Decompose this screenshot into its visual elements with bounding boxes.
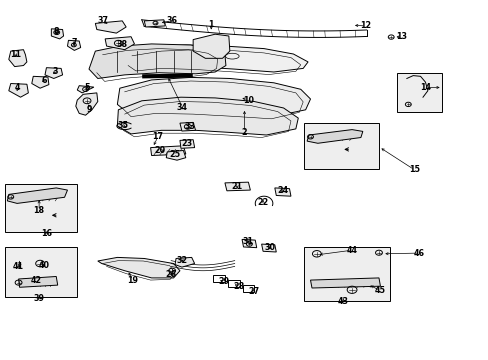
Bar (304, 123, 378, 169)
Polygon shape (7, 188, 67, 203)
Polygon shape (76, 93, 98, 115)
Text: 35: 35 (118, 122, 128, 130)
Polygon shape (89, 44, 225, 78)
Text: 42: 42 (31, 276, 42, 284)
Text: 2: 2 (241, 128, 247, 137)
Text: 26: 26 (165, 270, 176, 279)
Polygon shape (19, 276, 58, 287)
Polygon shape (77, 86, 94, 93)
Polygon shape (51, 29, 63, 39)
Text: 5: 5 (84, 83, 90, 92)
Text: 24: 24 (277, 186, 287, 195)
Text: 28: 28 (232, 282, 244, 291)
Text: 45: 45 (374, 286, 385, 295)
Text: 14: 14 (419, 83, 430, 92)
Text: 41: 41 (13, 262, 24, 271)
Text: 43: 43 (337, 297, 348, 306)
Text: 29: 29 (218, 277, 229, 287)
Text: 1: 1 (208, 20, 214, 29)
Text: 4: 4 (14, 83, 20, 92)
Text: 19: 19 (127, 276, 138, 284)
Text: 12: 12 (360, 21, 370, 30)
Polygon shape (224, 182, 250, 191)
Polygon shape (150, 146, 185, 156)
Bar (213, 275, 224, 282)
Polygon shape (261, 244, 276, 252)
Text: 11: 11 (10, 50, 21, 59)
Text: 21: 21 (231, 182, 242, 191)
Text: 17: 17 (152, 132, 163, 141)
Text: 32: 32 (177, 256, 187, 265)
Text: 30: 30 (264, 243, 275, 252)
Text: 25: 25 (169, 150, 180, 159)
Polygon shape (310, 278, 380, 288)
Text: 33: 33 (184, 122, 195, 131)
Text: 6: 6 (41, 76, 47, 85)
Polygon shape (117, 97, 298, 135)
Polygon shape (121, 45, 307, 72)
Polygon shape (117, 77, 310, 116)
Polygon shape (144, 20, 165, 27)
Text: 18: 18 (34, 206, 44, 215)
Polygon shape (105, 37, 134, 50)
Polygon shape (67, 40, 81, 50)
Polygon shape (274, 188, 290, 196)
Text: 31: 31 (243, 237, 253, 246)
Text: 10: 10 (243, 95, 253, 104)
Text: 38: 38 (117, 40, 127, 49)
Text: 44: 44 (346, 246, 357, 255)
Text: 15: 15 (408, 165, 419, 174)
Bar (242, 285, 254, 292)
Polygon shape (166, 150, 185, 160)
Polygon shape (9, 50, 27, 67)
Text: 20: 20 (155, 146, 165, 155)
Text: 9: 9 (86, 104, 92, 114)
Bar (227, 280, 239, 287)
Text: 13: 13 (396, 32, 407, 41)
Bar (5, 184, 77, 232)
Bar (304, 247, 389, 301)
Polygon shape (175, 257, 194, 267)
Polygon shape (242, 239, 256, 248)
Polygon shape (45, 68, 62, 78)
Polygon shape (98, 257, 180, 278)
Text: 3: 3 (52, 68, 58, 77)
Text: 22: 22 (257, 198, 268, 207)
Polygon shape (180, 140, 194, 148)
Polygon shape (9, 84, 28, 97)
Bar (5, 247, 77, 297)
Text: 7: 7 (71, 38, 77, 47)
Polygon shape (306, 130, 362, 143)
Text: 39: 39 (34, 294, 44, 302)
Text: 34: 34 (177, 103, 187, 112)
Polygon shape (95, 21, 126, 33)
Text: 27: 27 (248, 287, 259, 296)
Text: 46: 46 (413, 248, 424, 258)
Text: 37: 37 (97, 16, 108, 25)
Bar (396, 73, 441, 112)
Polygon shape (32, 76, 49, 88)
Text: 16: 16 (41, 229, 52, 238)
Text: 23: 23 (181, 139, 192, 148)
Polygon shape (193, 34, 229, 58)
Text: 40: 40 (39, 261, 49, 270)
Text: 36: 36 (166, 16, 177, 25)
Polygon shape (180, 122, 195, 131)
Text: 8: 8 (53, 27, 59, 36)
